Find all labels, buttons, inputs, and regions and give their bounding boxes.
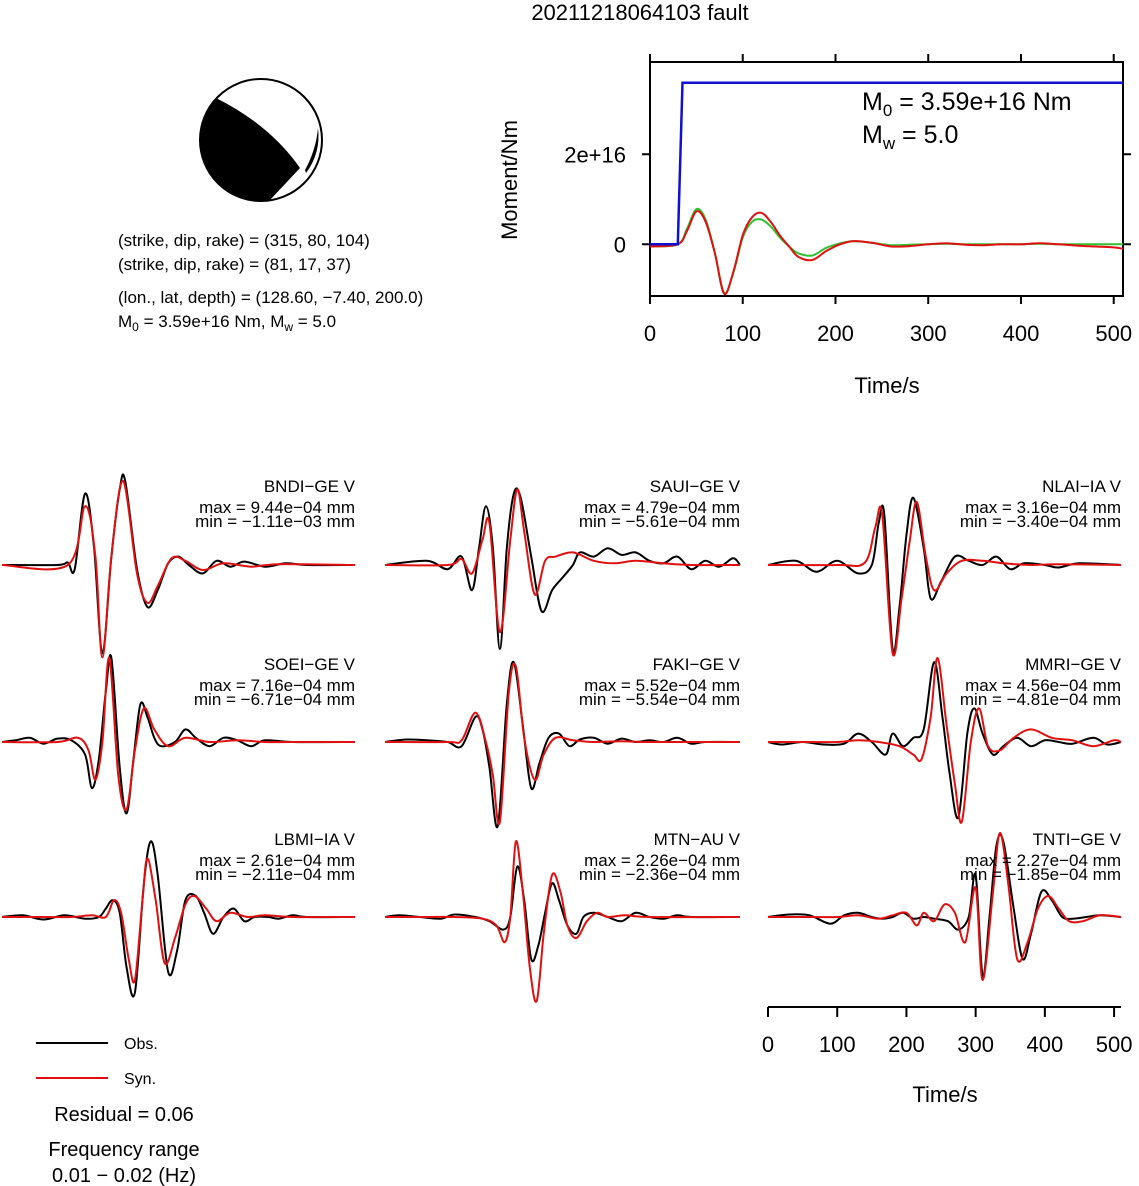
station-max: max = 2.27e−04 mm — [965, 851, 1121, 870]
moment-y-tick-label: 0 — [614, 232, 626, 257]
moment-rate-plot: 0 100 200 300 400 500 0 2e+16 Time/s Moment/Nm… — [497, 54, 1132, 398]
station-name: NLAI−IA V — [1042, 477, 1122, 496]
mechanism-text: (strike, dip, rake) = (315, 80, 104) (st… — [118, 231, 423, 334]
beachball-compressional-sliver — [305, 128, 319, 173]
observed-trace — [767, 496, 1122, 654]
plane2-label: (strike, dip, rake) = (81, 17, 37) — [118, 255, 351, 274]
station-max: max = 4.79e−04 mm — [584, 498, 740, 517]
station-name: MTN−AU V — [654, 830, 741, 849]
station-name: MMRI−GE V — [1025, 655, 1122, 674]
station-name: SOEI−GE V — [264, 655, 356, 674]
synthetic-trace — [384, 662, 741, 826]
synthetic-trace — [2, 857, 356, 984]
waveform-x-tick-label: 0 — [762, 1032, 774, 1057]
observed-trace — [1, 473, 356, 655]
observed-trace — [767, 661, 1122, 820]
moment-x-tick-label: 400 — [1003, 321, 1040, 346]
waveform-x-tick-label: 300 — [957, 1032, 994, 1057]
moment-x-tick-label: 100 — [724, 321, 761, 346]
synthetic-trace — [1, 656, 355, 811]
moment-x-tick-label: 500 — [1095, 321, 1132, 346]
synthetic-trace — [384, 488, 741, 634]
observed-trace — [384, 487, 741, 651]
moment-x-tick-label: 0 — [644, 321, 656, 346]
m0-annotation: M0 = 3.59e+16 Nm — [862, 88, 1072, 120]
station-min: min = −5.61e−04 mm — [579, 512, 740, 531]
waveform-time-axis: Time/s 0 100 200 300 400 500 — [762, 1006, 1133, 1107]
legend: Obs. Syn. — [36, 1036, 158, 1088]
moment-y-axis: 0 2e+16 — [564, 142, 1131, 257]
moment-x-tick-label: 300 — [910, 321, 947, 346]
station-min: min = −3.40e−04 mm — [960, 512, 1121, 531]
station-max: max = 2.61e−04 mm — [199, 851, 355, 870]
station-max: max = 4.56e−04 mm — [965, 676, 1121, 695]
moment-label: M0 = 3.59e+16 Nm, Mw = 5.0 — [118, 312, 336, 334]
mw-annotation: Mw = 5.0 — [862, 121, 958, 153]
legend-obs-label: Obs. — [124, 1036, 158, 1053]
beachball — [199, 78, 323, 202]
synthetic-trace — [768, 831, 1122, 982]
waveform-x-tick-label: 500 — [1096, 1032, 1133, 1057]
station-min: min = −4.81e−04 mm — [960, 690, 1121, 709]
moment-x-tick-label: 200 — [817, 321, 854, 346]
beachball-compressional-quadrant — [199, 98, 300, 201]
residual-label: Residual = 0.06 — [54, 1104, 194, 1126]
figure-title: 20211218064103 fault — [531, 0, 748, 25]
synthetic-trace — [385, 840, 741, 1003]
legend-syn-label: Syn. — [124, 1071, 156, 1088]
moment-y-label: Moment/Nm — [497, 120, 522, 240]
location-label: (lon., lat, depth) = (128.60, −7.40, 200… — [118, 288, 423, 307]
station-min: min = −1.85e−04 mm — [960, 865, 1121, 884]
cumulative-moment-line — [650, 81, 1123, 246]
station-name: LBMI−IA V — [274, 830, 355, 849]
moment-y-tick-label: 2e+16 — [564, 142, 626, 167]
plane1-label: (strike, dip, rake) = (315, 80, 104) — [118, 231, 370, 250]
waveform-x-tick-label: 200 — [888, 1032, 925, 1057]
observed-trace — [384, 660, 741, 829]
synthetic-trace — [1, 479, 356, 659]
moment-plot-frame — [649, 61, 1124, 297]
station-max: max = 2.26e−04 mm — [584, 851, 740, 870]
station-max: max = 5.52e−04 mm — [584, 676, 740, 695]
waveform-x-tick-label: 100 — [819, 1032, 856, 1057]
station-name: SAUI−GE V — [650, 477, 741, 496]
station-max: max = 3.16e−04 mm — [965, 498, 1121, 517]
waveform-x-label: Time/s — [912, 1082, 977, 1107]
frequency-range-label: Frequency range — [48, 1139, 199, 1161]
waveform-x-tick-label: 400 — [1027, 1032, 1064, 1057]
synthetic-trace — [767, 500, 1122, 657]
station-name: TNTI−GE V — [1033, 830, 1122, 849]
source-red-line — [649, 210, 1124, 296]
synthetic-trace — [767, 656, 1122, 824]
moment-x-label: Time/s — [854, 373, 919, 398]
station-min: min = −2.36e−04 mm — [579, 865, 740, 884]
station-min: min = −2.11e−04 mm — [195, 865, 355, 884]
station-name: FAKI−GE V — [653, 655, 741, 674]
station-min: min = −5.54e−04 mm — [579, 690, 740, 709]
station-min: min = −1.11e−03 mm — [195, 512, 355, 531]
frequency-range-value: 0.01 − 0.02 (Hz) — [52, 1165, 196, 1186]
station-max: max = 9.44e−04 mm — [199, 498, 355, 517]
station-name: BNDI−GE V — [264, 477, 356, 496]
moment-x-axis: 0 100 200 300 400 500 — [644, 54, 1132, 346]
station-min: min = −6.71e−04 mm — [194, 690, 355, 709]
station-max: max = 7.16e−04 mm — [199, 676, 355, 695]
